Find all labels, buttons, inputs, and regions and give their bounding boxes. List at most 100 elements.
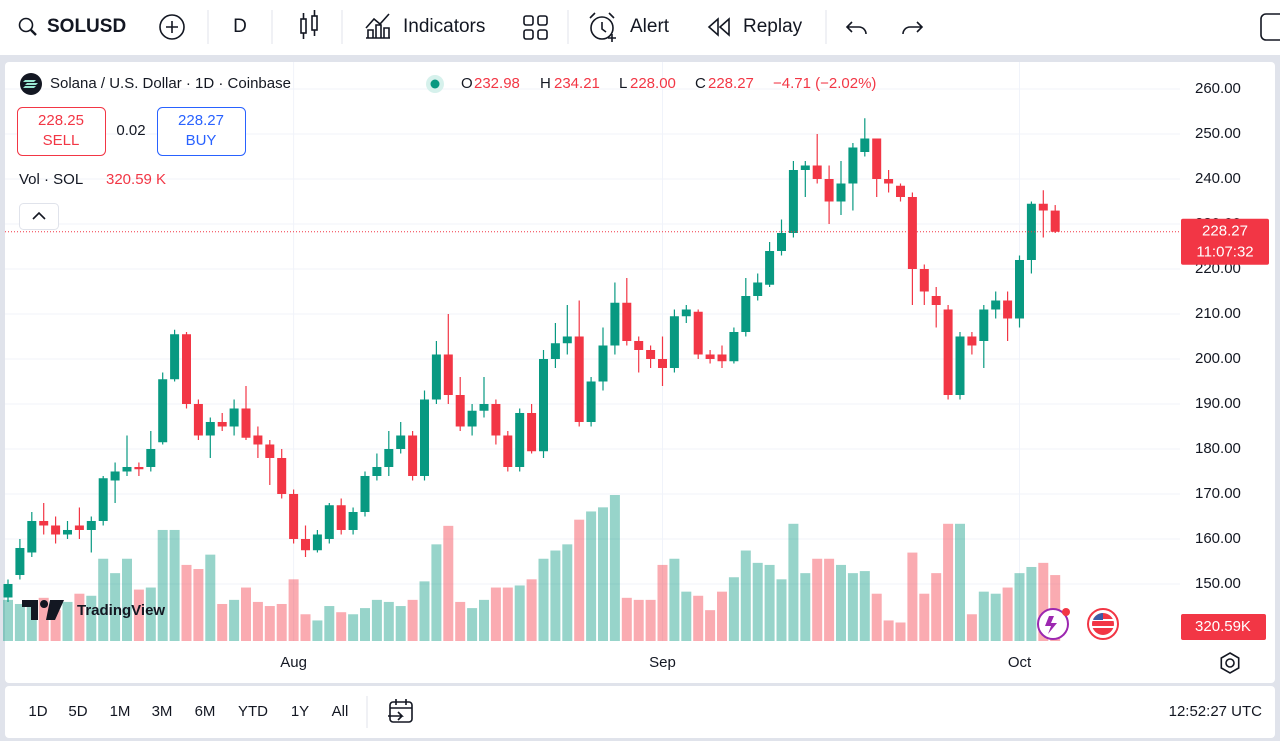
candle-body bbox=[907, 196, 917, 269]
volume-bar bbox=[229, 599, 240, 641]
date-range[interactable] bbox=[388, 699, 413, 723]
candle-body bbox=[943, 309, 953, 395]
range-button[interactable]: 3M bbox=[152, 703, 173, 720]
volume-bar bbox=[752, 562, 763, 641]
candle-body bbox=[658, 358, 667, 368]
indicators-label[interactable]: Indicators bbox=[403, 16, 485, 37]
range-button[interactable]: 1D bbox=[28, 703, 47, 720]
candle-body bbox=[217, 421, 227, 427]
volume-bar bbox=[609, 495, 620, 641]
replay[interactable]: Replay bbox=[707, 16, 803, 37]
y-tick-label: 160.00 bbox=[1195, 530, 1241, 547]
volume-tag bbox=[1181, 614, 1266, 640]
symbol[interactable]: SOLUSD bbox=[47, 16, 126, 37]
volume-bar bbox=[740, 550, 751, 641]
alert-label[interactable]: Alert bbox=[630, 16, 670, 37]
sell-button[interactable]: 228.25 SELL bbox=[17, 107, 106, 156]
bottom-bar bbox=[5, 686, 1275, 738]
volume-bar bbox=[669, 558, 680, 641]
volume-bar bbox=[62, 601, 73, 641]
o-label: O bbox=[461, 75, 473, 92]
volume-bar bbox=[312, 620, 323, 641]
candle-body bbox=[396, 435, 406, 449]
l-value: 228.00 bbox=[630, 75, 676, 92]
volume-bar bbox=[371, 599, 382, 641]
volume-bar bbox=[276, 603, 287, 641]
spread: 0.02 bbox=[116, 122, 145, 139]
buy-price[interactable]: 228.27 bbox=[178, 112, 224, 129]
redo[interactable] bbox=[902, 21, 924, 35]
chart-panel bbox=[5, 62, 1275, 683]
tradingview-logo: TradingView bbox=[22, 600, 165, 620]
plot bbox=[3, 62, 1180, 641]
indicators[interactable]: Indicators bbox=[365, 13, 485, 39]
range-button[interactable]: 5D bbox=[68, 703, 87, 720]
volume-bar bbox=[526, 579, 537, 641]
candle-body bbox=[884, 178, 894, 184]
panel-toggle[interactable] bbox=[1260, 13, 1280, 41]
country-flag[interactable] bbox=[1087, 608, 1119, 640]
candle-body bbox=[800, 165, 810, 170]
y-tick-label: 200.00 bbox=[1195, 350, 1241, 367]
sell-label[interactable]: SELL bbox=[43, 132, 80, 149]
undo[interactable] bbox=[845, 21, 867, 35]
volume-bar bbox=[3, 599, 13, 641]
candle-body bbox=[527, 412, 537, 452]
range-button[interactable]: All bbox=[332, 703, 349, 720]
volume-bar bbox=[645, 599, 656, 641]
candle-body bbox=[253, 435, 263, 445]
buy-button[interactable]: 228.27 BUY bbox=[157, 107, 246, 156]
range-buttons: 1D 5D 1M 3M 6M YTD 1Y All bbox=[28, 703, 348, 720]
ai-button[interactable] bbox=[1037, 608, 1070, 640]
volume-value: 320.59 K bbox=[106, 171, 166, 188]
candle-body bbox=[122, 466, 132, 472]
volume-bar bbox=[145, 587, 156, 641]
settings[interactable] bbox=[1220, 652, 1240, 674]
buy-label[interactable]: BUY bbox=[186, 132, 217, 149]
candle-body bbox=[1050, 210, 1060, 232]
alert[interactable]: Alert bbox=[589, 12, 670, 42]
range-button[interactable]: 1Y bbox=[291, 703, 309, 720]
candle-body bbox=[265, 444, 275, 458]
candle-body bbox=[955, 336, 965, 395]
candle-body bbox=[824, 178, 834, 202]
volume-bar bbox=[574, 519, 585, 641]
chart-type[interactable] bbox=[300, 10, 318, 39]
range-button[interactable]: YTD bbox=[238, 703, 268, 720]
volume-bar bbox=[217, 603, 228, 641]
templates[interactable] bbox=[523, 15, 548, 40]
add-symbol[interactable] bbox=[159, 14, 185, 40]
c-value: 228.27 bbox=[708, 75, 754, 92]
candle-body bbox=[574, 336, 584, 422]
candle-body bbox=[1015, 259, 1024, 319]
range-button[interactable]: 6M bbox=[195, 703, 216, 720]
candle-body bbox=[931, 295, 941, 305]
candle-body bbox=[158, 379, 168, 443]
x-tick-label: Sep bbox=[649, 654, 676, 671]
collapse-button[interactable] bbox=[19, 203, 59, 230]
y-tick-label: 150.00 bbox=[1195, 575, 1241, 592]
volume-bar bbox=[348, 614, 359, 641]
symbol-search[interactable]: SOLUSD bbox=[18, 16, 127, 37]
sell-price[interactable]: 228.25 bbox=[38, 112, 84, 129]
candle-body bbox=[705, 354, 715, 359]
volume-bar bbox=[479, 599, 489, 641]
replay-label[interactable]: Replay bbox=[743, 16, 803, 37]
volume-bar bbox=[1050, 575, 1061, 641]
volume-bar bbox=[621, 597, 632, 641]
volume-bar bbox=[943, 523, 954, 641]
candle-body bbox=[289, 493, 299, 539]
volume-tag-label: 320.59K bbox=[1195, 618, 1251, 635]
volume-bar bbox=[241, 587, 251, 641]
x-tick-label: Aug bbox=[280, 654, 307, 671]
range-button[interactable]: 1M bbox=[110, 703, 131, 720]
interval[interactable]: D bbox=[233, 16, 247, 37]
candle-body bbox=[967, 336, 977, 346]
volume-bar bbox=[514, 585, 525, 641]
candle-body bbox=[467, 410, 477, 427]
volume-bar bbox=[86, 595, 97, 641]
volume-bar bbox=[157, 529, 168, 641]
candle-body bbox=[146, 448, 156, 467]
x-tick-label: Oct bbox=[1008, 654, 1032, 671]
h-value: 234.21 bbox=[554, 75, 600, 92]
